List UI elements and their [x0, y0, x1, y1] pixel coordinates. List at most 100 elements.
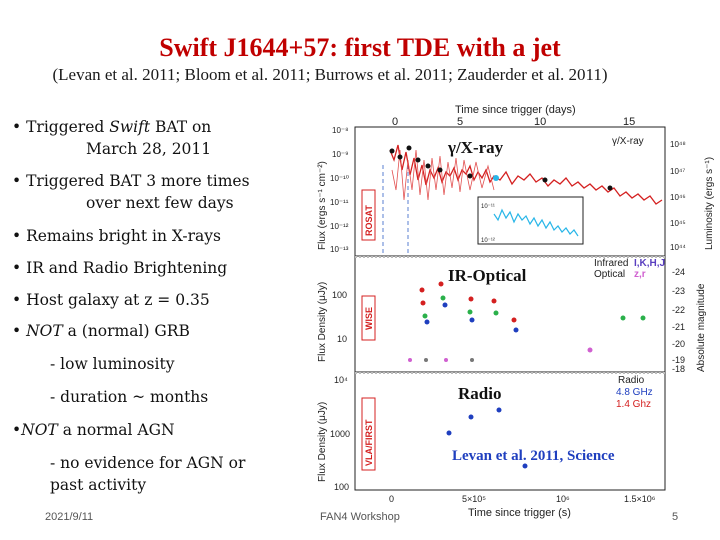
inset-tick: 10⁻¹² — [481, 238, 495, 244]
footer-event: FAN4 Workshop — [320, 511, 400, 523]
xray-panel-label: γ/X-ray — [447, 138, 504, 157]
radio-point — [496, 407, 502, 413]
bat-point — [437, 167, 443, 173]
radio-legend-title: Radio — [618, 375, 645, 386]
radio-point — [522, 463, 528, 469]
radio-point — [446, 430, 452, 436]
rtick: -20 — [672, 339, 685, 349]
radio-panel-label: Radio — [458, 384, 501, 403]
bat-point — [415, 157, 421, 163]
xray-panel: Flux (ergs s⁻¹ cm⁻²) 10⁻⁸ 10⁻⁹ 10⁻¹⁰ 10⁻… — [317, 126, 715, 256]
radio-legend-48ghz: 4.8 GHz — [616, 387, 653, 398]
ytick: 100 — [332, 290, 347, 300]
ir-point — [493, 310, 499, 316]
rtick: 10⁴⁵ — [670, 219, 686, 228]
bullet-not-grb: • NOT a (normal) GRB — [12, 322, 190, 340]
bottom-axis-label: Time since trigger (s) — [468, 507, 571, 519]
ir-legend-title: Infrared — [594, 258, 628, 269]
bullet-bat-triggers: • Triggered BAT 3 more times — [12, 172, 250, 190]
ir-point — [640, 315, 646, 321]
bottom-axis-ticks: 0 5×10⁵ 10⁶ 1.5×10⁶ — [389, 494, 656, 504]
bullet-prefix: • — [12, 421, 22, 439]
ir-panel-label: IR-Optical — [448, 266, 527, 285]
xray-panel-frame — [354, 126, 666, 257]
top-axis-ticks: 0 5 10 15 — [392, 116, 635, 128]
ytick: 10⁻¹² — [330, 222, 349, 231]
uvot-point — [493, 175, 499, 181]
ytick: 10⁻⁸ — [332, 126, 349, 135]
bullet-emphasis: NOT — [21, 421, 58, 439]
slide-subtitle: (Levan et al. 2011; Bloom et al. 2011; B… — [52, 65, 608, 84]
rtick: -19 — [672, 355, 685, 365]
inset-tick: 10⁻¹¹ — [481, 204, 495, 210]
bullet-swift-trigger: • Triggered Swift BAT on — [12, 118, 211, 136]
bullet-suffix: BAT on — [150, 118, 212, 136]
xray-scatter-band — [391, 149, 495, 201]
footer-page-number: 5 — [672, 511, 679, 523]
ir-point — [511, 317, 517, 323]
bottom-tick: 0 — [389, 494, 394, 504]
top-tick: 5 — [457, 116, 463, 128]
radio-ylabel: Flux Density (μJy) — [317, 402, 328, 482]
radio-panel: Flux Density (μJy) 10⁴ 1000 100 VLA/FIRS… — [317, 375, 653, 492]
top-tick: 15 — [623, 116, 635, 128]
ytick: 10⁴ — [334, 375, 348, 385]
ir-point — [442, 302, 448, 308]
rtick: 10⁴⁶ — [670, 193, 686, 202]
wise-tag-box — [361, 295, 376, 341]
ytick: 10⁻¹³ — [330, 245, 349, 254]
sub-bullet-low-luminosity: - low luminosity — [50, 355, 175, 373]
bullet-prefix: • Triggered — [12, 118, 110, 136]
bullet-suffix: a normal AGN — [57, 421, 175, 439]
ir-point — [438, 281, 444, 287]
bottom-tick: 1.5×10⁶ — [624, 494, 656, 504]
xray-lightcurve — [389, 144, 663, 205]
optical-point — [444, 358, 448, 362]
optical-point — [587, 347, 593, 353]
bullet-continuation: over next few days — [86, 194, 234, 212]
bat-point — [389, 148, 395, 154]
ir-point — [620, 315, 626, 321]
rtick: 10⁴⁸ — [670, 140, 686, 149]
bottom-tick: 10⁶ — [556, 494, 570, 504]
wise-tag: WISE — [364, 307, 374, 330]
radio-citation: Levan et al. 2011, Science — [452, 448, 615, 464]
ytick: 100 — [334, 482, 349, 492]
bat-point — [467, 173, 473, 179]
ir-points — [408, 281, 646, 362]
ytick: 10⁻⁹ — [332, 150, 349, 159]
bullet-xray-bright: • Remains bright in X-rays — [12, 227, 221, 245]
rtick: -18 — [672, 364, 685, 374]
radio-point — [468, 414, 474, 420]
rtick: -24 — [672, 267, 685, 277]
optical-point — [470, 358, 474, 362]
xray-ylabel: Flux (ergs s⁻¹ cm⁻²) — [317, 161, 328, 250]
rtick: -21 — [672, 322, 685, 332]
bullet-prefix: • — [12, 322, 27, 340]
rtick: 10⁴⁷ — [670, 167, 685, 176]
bullet-ir-radio: • IR and Radio Brightening — [12, 259, 228, 277]
ir-point — [424, 319, 430, 325]
ir-point — [491, 298, 497, 304]
bullet-emphasis: NOT — [26, 322, 63, 340]
ir-panel: Flux Density (μJy) 100 10 WISE IR-Optica… — [317, 258, 707, 374]
ir-point — [420, 300, 426, 306]
ir-point — [467, 309, 473, 315]
bullet-suffix: a (normal) GRB — [62, 322, 190, 340]
bullet-continuation: past activity — [50, 476, 147, 494]
bat-point — [542, 177, 548, 183]
xray-right-ticks: 10⁴⁸ 10⁴⁷ 10⁴⁶ 10⁴⁵ 10⁴⁴ — [670, 140, 686, 252]
ir-ylabel: Flux Density (μJy) — [317, 282, 328, 362]
footer-date: 2021/9/11 — [45, 511, 94, 523]
bat-point — [607, 185, 613, 191]
vla-tag-box — [361, 397, 376, 471]
bullet-not-agn: •NOT a normal AGN — [12, 421, 175, 439]
rosat-tag-box — [361, 189, 376, 241]
ir-right-label: Absolute magnitude — [696, 283, 707, 372]
rtick: -22 — [672, 305, 685, 315]
ir-point — [513, 327, 519, 333]
bat-point — [406, 145, 412, 151]
ytick: 10⁻¹¹ — [330, 198, 349, 207]
ir-point — [468, 296, 474, 302]
bullet-continuation: March 28, 2011 — [86, 140, 212, 158]
